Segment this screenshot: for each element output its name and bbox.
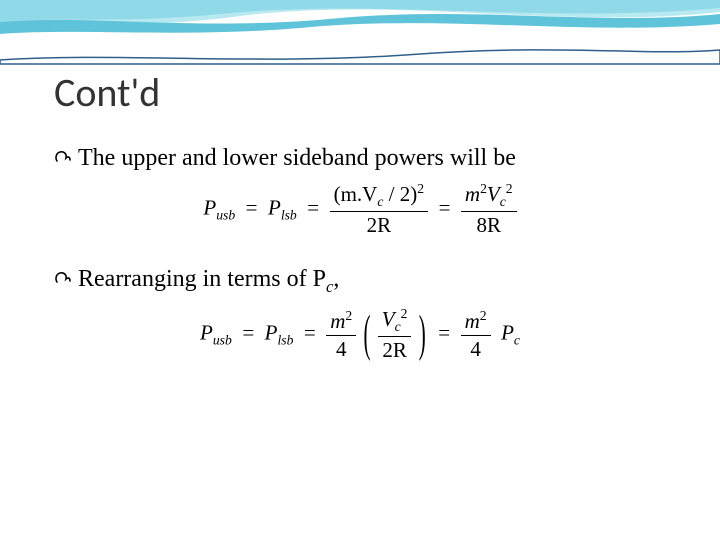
slide-content: Cont'd The upper and lower sideband powe… — [54, 68, 666, 389]
bullet-item: Rearranging in terms of Pc, — [54, 264, 666, 298]
slide-title: Cont'd — [54, 68, 666, 117]
bullet-text: Rearranging in terms of Pc, — [78, 264, 339, 298]
bullet-item: The upper and lower sideband powers will… — [54, 143, 666, 173]
equation-1: Pusb = Plsb = (m.Vc / 2)2 2R = m2Vc2 8R — [54, 181, 666, 238]
bullet-text: The upper and lower sideband powers will… — [78, 143, 516, 173]
wave-background — [0, 0, 720, 70]
equation-2: Pusb = Plsb = m2 4 ( Vc2 2R ) = m2 4 Pc — [54, 306, 666, 363]
curl-bullet-icon — [54, 270, 72, 286]
curl-bullet-icon — [54, 149, 72, 165]
